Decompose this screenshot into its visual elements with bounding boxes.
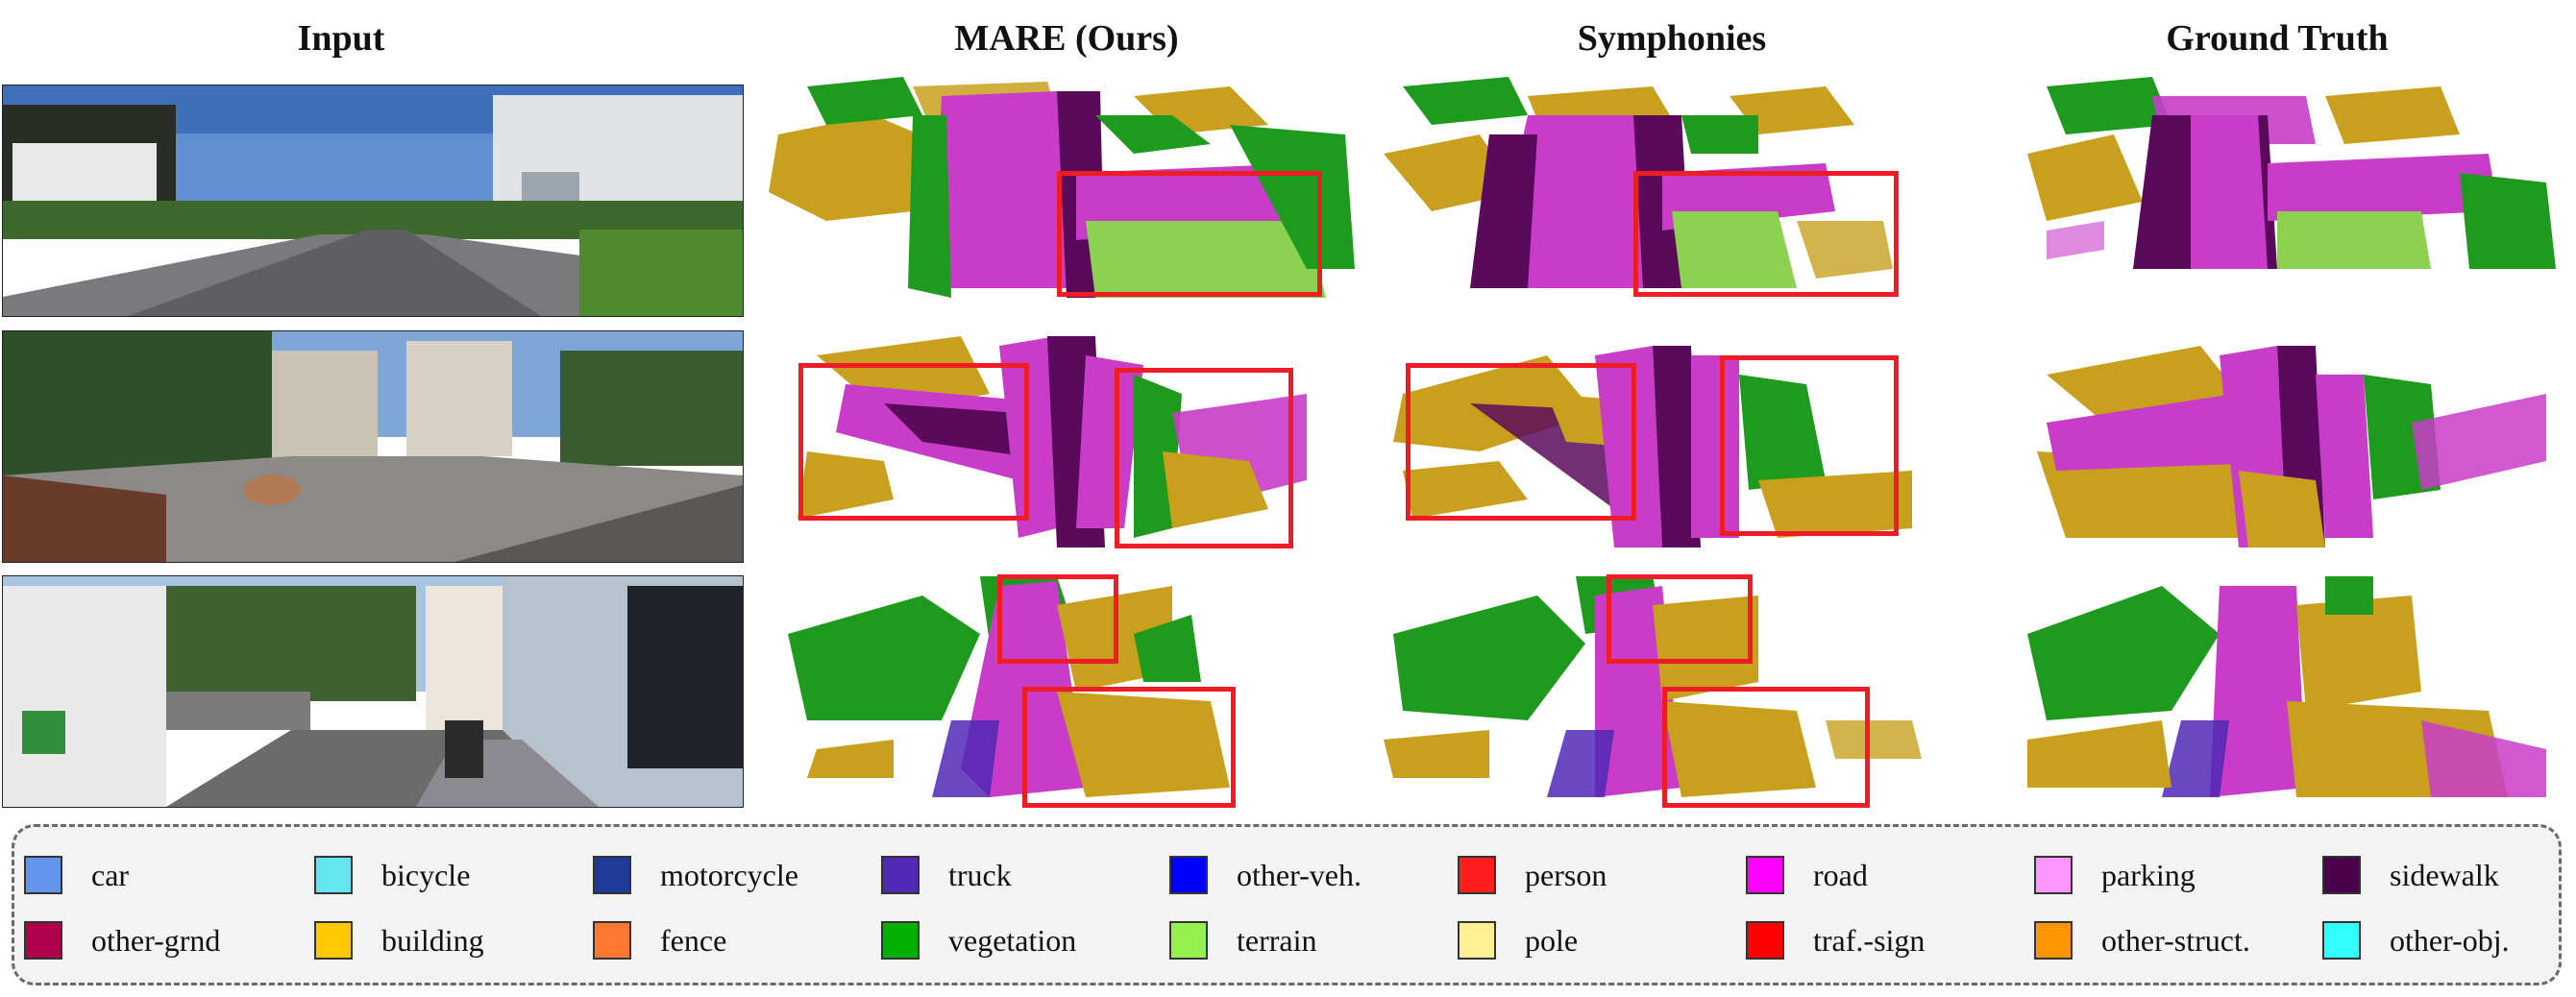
legend-swatch: [24, 856, 62, 894]
column-title-input: Input: [297, 18, 385, 59]
ground-truth-row-3: [2008, 576, 2565, 807]
highlight-box: [1115, 368, 1293, 548]
legend-swatch: [314, 856, 353, 894]
symphonies-prediction-row-3: [1374, 576, 1950, 807]
legend-swatch: [2034, 921, 2073, 960]
legend-swatch: [1458, 856, 1496, 894]
legend-swatch: [314, 921, 353, 960]
legend-label: parking: [2101, 857, 2196, 892]
mare-prediction-row-1: [769, 77, 1355, 307]
legend-item-vegetation: vegetation: [881, 919, 1076, 961]
highlight-box: [1662, 687, 1870, 808]
legend-swatch: [24, 921, 62, 960]
legend-label: truck: [948, 857, 1012, 892]
column-title-ground-truth: Ground Truth: [2166, 18, 2389, 59]
legend-item-sidewalk: sidewalk: [2322, 854, 2499, 896]
legend-swatch: [1746, 856, 1784, 894]
legend-label: other-veh.: [1237, 857, 1362, 892]
highlight-box: [1022, 687, 1236, 808]
input-image-row-1: [2, 85, 744, 317]
ground-truth-row-1: [2008, 77, 2565, 307]
column-title-symphonies: Symphonies: [1577, 18, 1767, 59]
input-image-row-3: [2, 575, 744, 808]
symphonies-prediction-row-1: [1374, 77, 1950, 307]
ground-truth-row-2: [2008, 336, 2565, 557]
legend-item-traf-sign: traf.-sign: [1746, 919, 1925, 961]
legend-label: building: [381, 922, 484, 958]
legend-item-other-veh: other-veh.: [1169, 854, 1362, 896]
legend-swatch: [593, 856, 631, 894]
legend-item-pole: pole: [1458, 919, 1578, 961]
legend-swatch: [2322, 921, 2361, 960]
column-title-mare: MARE (Ours): [954, 18, 1179, 59]
legend-label: person: [1525, 857, 1607, 892]
legend-item-building: building: [314, 919, 484, 961]
legend-item-fence: fence: [593, 919, 726, 961]
legend-item-motorcycle: motorcycle: [593, 854, 798, 896]
legend-label: fence: [660, 922, 727, 958]
legend-item-other-grnd: other-grnd: [24, 919, 220, 961]
legend-label: other-grnd: [91, 922, 221, 958]
highlight-box: [997, 574, 1118, 664]
legend-item-parking: parking: [2034, 854, 2196, 896]
legend-item-truck: truck: [881, 854, 1012, 896]
input-image-row-2: [2, 330, 744, 563]
highlight-box: [1633, 171, 1899, 297]
legend-label: motorcycle: [660, 857, 798, 892]
legend-swatch: [881, 856, 920, 894]
legend-label: traf.-sign: [1813, 922, 1926, 958]
legend-item-bicycle: bicycle: [314, 854, 470, 896]
legend-item-road: road: [1746, 854, 1868, 896]
legend-label: vegetation: [948, 922, 1077, 958]
legend-swatch: [2322, 856, 2361, 894]
highlight-box: [1720, 355, 1899, 536]
legend-label: other-obj.: [2390, 922, 2510, 958]
legend-swatch: [593, 921, 631, 960]
legend-item-other-struct: other-struct.: [2034, 919, 2250, 961]
legend-swatch: [881, 921, 920, 960]
legend: car bicycle motorcycle truck other-veh. perso…: [12, 824, 2562, 985]
highlight-box: [798, 363, 1029, 521]
legend-swatch: [1169, 856, 1208, 894]
legend-item-other-obj: other-obj.: [2322, 919, 2510, 961]
legend-swatch: [1169, 921, 1208, 960]
legend-item-person: person: [1458, 854, 1607, 896]
legend-swatch: [1746, 921, 1784, 960]
highlight-box: [1607, 574, 1753, 664]
legend-label: sidewalk: [2390, 857, 2499, 892]
legend-label: terrain: [1237, 922, 1317, 958]
legend-label: car: [91, 857, 130, 892]
highlight-box: [1057, 171, 1322, 297]
legend-item-car: car: [24, 854, 129, 896]
highlight-box: [1406, 363, 1636, 521]
legend-item-terrain: terrain: [1169, 919, 1317, 961]
legend-label: road: [1813, 857, 1868, 892]
legend-label: pole: [1525, 922, 1579, 958]
legend-label: other-struct.: [2101, 922, 2250, 958]
legend-swatch: [1458, 921, 1496, 960]
legend-label: bicycle: [381, 857, 471, 892]
legend-swatch: [2034, 856, 2073, 894]
